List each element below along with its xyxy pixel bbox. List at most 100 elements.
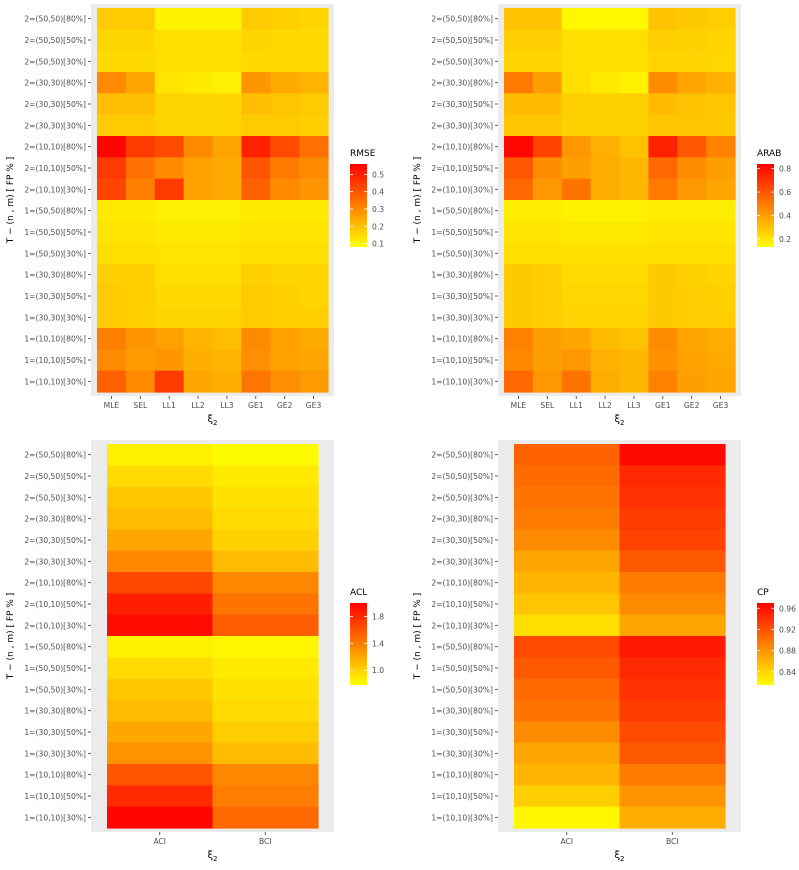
heatmap-cell (648, 264, 678, 286)
y-tick-label: 1=(10,10)[30%] (24, 377, 86, 386)
heatmap-cell (107, 444, 214, 466)
heatmap-cell (299, 157, 329, 180)
heatmap-cell (212, 636, 319, 658)
y-tick-label: 1=(50,50)[50%] (431, 664, 493, 673)
heatmap-cell (532, 221, 563, 244)
heatmap-cell (270, 50, 300, 73)
heatmap-cell (299, 114, 329, 137)
heatmap-cell (619, 264, 649, 286)
legend-tick-label: 0.96 (779, 604, 796, 613)
heatmap-cell (590, 285, 621, 308)
heatmap-cell (154, 242, 185, 265)
heatmap-cell (97, 349, 127, 372)
legend-title: RMSE (350, 149, 376, 159)
heatmap-cell (706, 306, 736, 329)
x-axis-title-subscript: 2 (620, 419, 624, 427)
heatmap-cell (241, 200, 271, 222)
heatmap-cell (154, 157, 185, 180)
heatmap-cell (270, 72, 300, 94)
heatmap-cell (97, 370, 127, 393)
heatmap-cell (590, 370, 621, 393)
heatmap-cell (183, 72, 214, 94)
heatmap-cell (590, 306, 621, 329)
legend-tick-label: 0.3 (372, 205, 384, 214)
heatmap-cell (183, 93, 214, 116)
legend-tick-label: 0.88 (779, 647, 796, 656)
heatmap-panel-acl: 2=(50,50)[80%] 2=(50,50)[50%] 2=(50,50)[30… (6, 440, 384, 863)
heatmap-cell (183, 370, 214, 393)
y-tick-label: 2=(50,50)[50%] (431, 472, 493, 481)
heatmap-cell (706, 221, 736, 244)
heatmap-cell (532, 178, 563, 201)
heatmap-cell (514, 785, 621, 808)
heatmap-cell (299, 370, 329, 393)
y-tick-label: 2=(50,50)[80%] (24, 451, 86, 460)
heatmap-cell (212, 93, 242, 116)
heatmap-cell (561, 136, 592, 158)
heatmap-cell (706, 285, 736, 308)
heatmap-cell (97, 178, 127, 201)
y-tick-label: 2=(10,10)[80%] (431, 579, 493, 588)
x-tick-label: GE2 (277, 401, 293, 410)
x-tick-label: ACI (560, 837, 573, 846)
heatmap-cell (154, 306, 185, 329)
heatmap-cell (154, 370, 185, 393)
heatmap-cell (590, 136, 621, 158)
heatmap-cell (107, 764, 214, 786)
heatmap-cell (532, 72, 563, 94)
heatmap-cell (532, 157, 563, 180)
y-tick-label: 2=(10,10)[50%] (431, 600, 493, 609)
heatmap-cell (212, 678, 319, 701)
heatmap-cell (514, 486, 621, 509)
heatmap-cell (125, 178, 156, 201)
heatmap-cell (504, 328, 534, 350)
heatmap-cell (532, 285, 563, 308)
heatmap-cell (561, 8, 592, 30)
legend-arab: ARAB 0.8 0.6 0.4 0.2 (757, 149, 791, 247)
y-axis-title: T − (n , m) [ FP % ] (6, 593, 16, 680)
heatmap-cell (619, 157, 649, 180)
heatmap-cell (677, 242, 707, 265)
heatmap-cell (706, 264, 736, 286)
heatmap-cell (299, 72, 329, 94)
heatmap-cell (299, 328, 329, 350)
heatmap-cell (212, 742, 319, 765)
heatmap-cell (212, 700, 319, 722)
heatmap-cell (648, 157, 678, 180)
heatmap-cell (183, 8, 214, 30)
heatmap-cell (97, 306, 127, 329)
heatmap-cell (532, 328, 563, 350)
heatmap-cell (677, 370, 707, 393)
heatmap-cell (677, 157, 707, 180)
y-tick-label: 1=(30,30)[80%] (24, 271, 86, 280)
y-tick-label: 2=(30,30)[50%] (431, 100, 493, 109)
legend-tick-label: 1.8 (372, 612, 384, 621)
heatmap-cell (561, 50, 592, 73)
heatmap-cell (590, 200, 621, 222)
heatmap-cell (619, 678, 726, 701)
heatmap-cell (154, 93, 185, 116)
heatmap-panel-arab: 2=(50,50)[80%] 2=(50,50)[50%] 2=(50,50)[30… (413, 4, 791, 427)
heatmap-cell (561, 370, 592, 393)
heatmap-cell (619, 721, 726, 744)
heatmap-cell (561, 349, 592, 372)
heatmap-cell (212, 29, 242, 52)
heatmap-cell (677, 136, 707, 158)
x-tick-label: LL3 (220, 401, 233, 410)
heatmap-cell (706, 328, 736, 350)
heatmap-cell (706, 157, 736, 180)
heatmap-cell (97, 8, 127, 30)
heatmap-cell (514, 678, 621, 701)
heatmap-cell (706, 349, 736, 372)
heatmap-cell (212, 444, 319, 466)
heatmap-cell (270, 8, 300, 30)
heatmap-cell (154, 264, 185, 286)
heatmap-cell (299, 200, 329, 222)
heatmap-cell (299, 221, 329, 244)
legend-tick-label: 0.6 (779, 188, 791, 197)
heatmap-cell (619, 700, 726, 722)
heatmap-cell (212, 349, 242, 372)
heatmap-cell (561, 328, 592, 350)
heatmap-cell (270, 242, 300, 265)
